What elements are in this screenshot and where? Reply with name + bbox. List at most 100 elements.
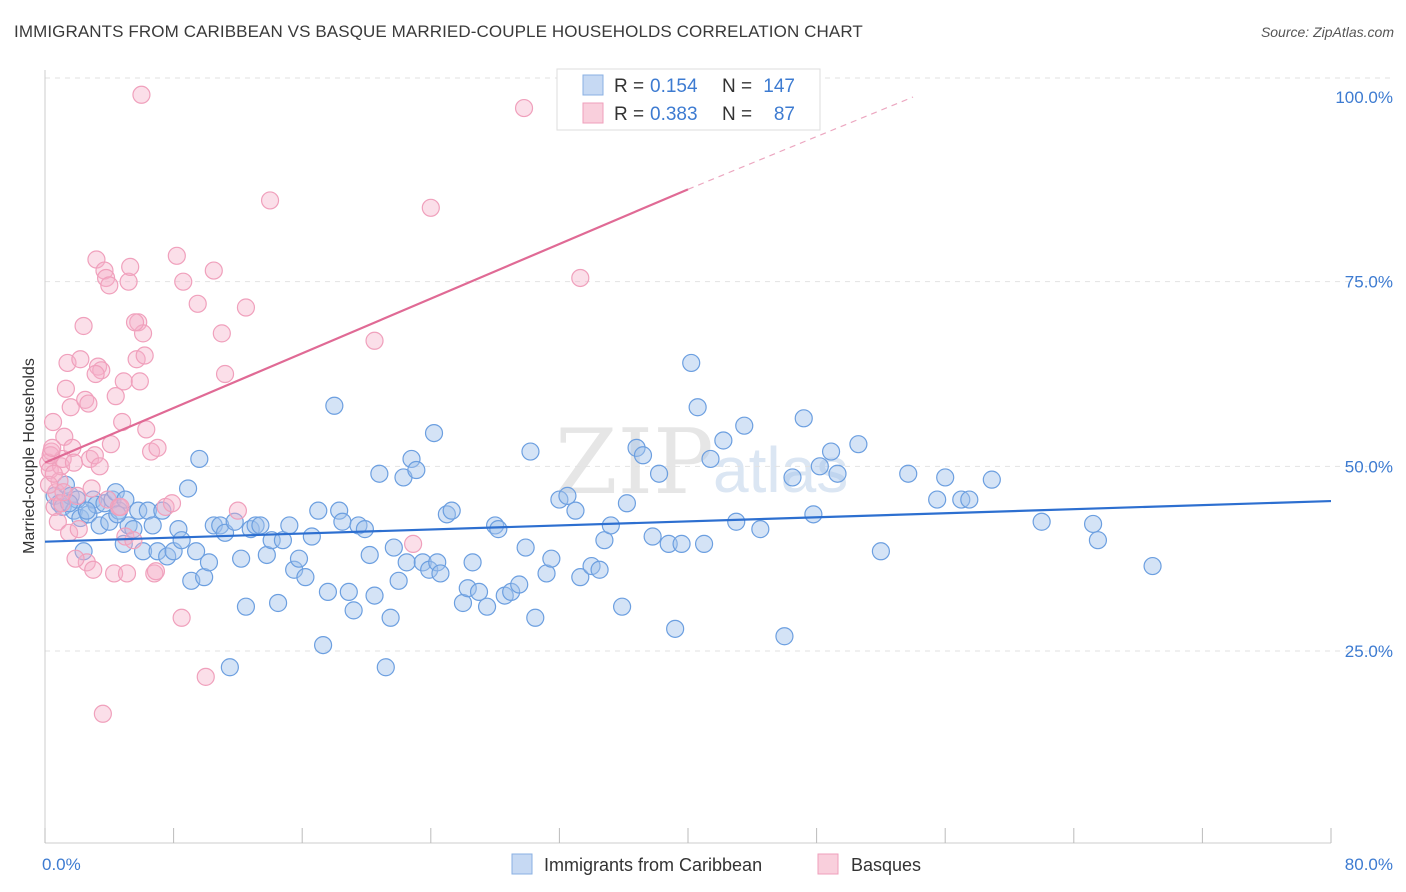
point-caribbean [601,516,620,535]
point-caribbean [688,398,707,417]
point-caribbean [365,586,384,605]
point-caribbean [360,545,379,565]
point-caribbean [204,516,223,535]
point-caribbean [381,608,400,627]
chart-source: Source: ZipAtlas.com [1260,24,1394,40]
point-basques [125,313,145,332]
series-caribbean-points [45,353,1162,677]
point-basques [82,479,101,498]
point-basques [105,564,124,583]
point-caribbean [849,435,868,454]
y-axis-title: Married-couple Households [21,358,38,554]
point-caribbean [384,538,403,557]
point-caribbean [666,619,685,638]
point-basques [64,453,84,472]
chart-title: IMMIGRANTS FROM CARIBBEAN VS BASQUE MARR… [14,22,863,41]
point-basques [228,501,247,520]
point-caribbean [268,593,288,613]
point-basques [54,483,73,502]
point-basques [236,298,256,317]
point-caribbean [526,608,545,627]
point-caribbean [821,442,841,461]
point-caribbean [143,516,162,535]
point-caribbean [187,542,206,561]
point-caribbean [1083,514,1103,534]
legend-swatch-caribbean [582,74,604,96]
point-caribbean [325,396,344,415]
point-caribbean [344,601,363,620]
point-basques [196,667,215,686]
bottom-legend-swatch-basques [817,853,839,875]
point-caribbean [220,658,239,677]
point-caribbean [280,516,299,535]
point-caribbean [810,457,829,476]
legend-n-label-caribbean: N = [722,76,752,97]
point-caribbean [928,490,947,509]
point-caribbean [794,409,813,428]
point-caribbean [649,464,669,483]
point-caribbean [236,597,256,616]
point-caribbean [960,490,979,509]
point-basques [121,257,140,276]
point-caribbean [402,449,421,469]
point-basques [260,191,280,210]
point-basques [39,475,59,494]
point-caribbean [289,549,309,568]
point-basques [571,268,590,288]
point-basques [66,549,85,568]
point-caribbean [727,512,746,531]
point-caribbean [1143,556,1162,576]
legend-r-label-caribbean: R = [614,76,644,97]
point-caribbean [313,635,333,655]
point-basques [84,560,103,579]
legend-r-caribbean: 0.154 [650,76,698,97]
point-basques [77,553,96,572]
point-caribbean [936,468,955,487]
point-caribbean [90,516,109,535]
point-caribbean [617,494,637,513]
point-caribbean [333,512,352,531]
point-caribbean [590,560,609,579]
point-basques [188,294,207,313]
point-basques [68,486,87,505]
point-caribbean [232,549,251,568]
point-basques [71,350,90,369]
point-caribbean [735,416,754,435]
point-caribbean [190,449,209,469]
point-basques [47,483,66,502]
point-caribbean [376,658,395,677]
point-caribbean [982,470,1001,489]
point-basques [124,531,143,550]
point-caribbean [1088,531,1108,550]
point-caribbean [458,579,477,598]
point-caribbean [701,449,720,469]
bottom-legend-swatch-caribbean [511,853,533,875]
point-caribbean [682,353,701,373]
point-basques [56,379,75,398]
point-caribbean [751,520,770,539]
point-caribbean [612,597,632,616]
point-caribbean [285,560,304,579]
point-basques [114,372,133,391]
legend-r-basques: 0.383 [650,104,698,125]
point-basques [86,364,105,384]
y-tick-labels: 25.0% 50.0% 75.0% 100.0% [1335,88,1393,661]
point-caribbean [431,564,450,583]
point-caribbean [397,553,416,572]
y-tick-label-100: 100.0% [1335,88,1393,107]
point-basques [514,98,534,118]
point-caribbean [542,549,561,568]
point-basques [404,534,423,553]
point-basques [132,85,151,104]
watermark-atlas: atlas [713,434,848,506]
point-basques [167,246,186,265]
point-basques [90,457,109,476]
watermark-zip: ZIP [555,410,714,515]
series-basques-points [39,85,590,723]
point-caribbean [172,531,191,550]
trend-line-basques-extension [687,96,914,190]
point-basques [146,562,166,581]
point-basques [106,387,125,406]
y-tick-label-25: 25.0% [1345,642,1393,661]
